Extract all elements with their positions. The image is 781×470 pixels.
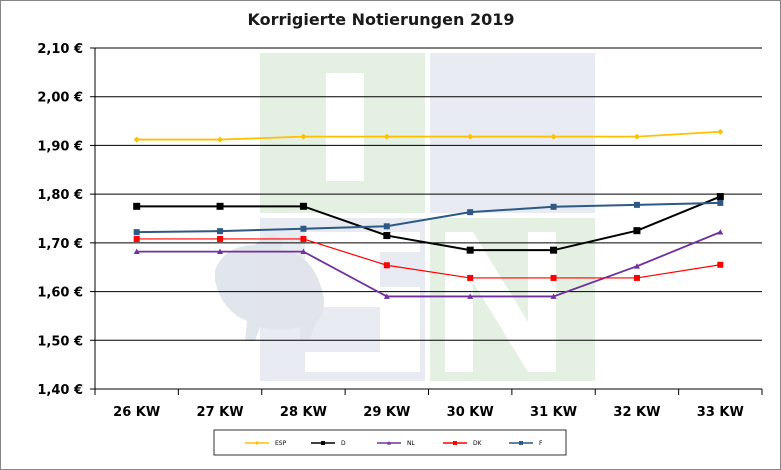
data-point [550,133,557,140]
isn-logo-watermark [215,53,595,381]
legend-marker [255,441,259,445]
data-point [133,235,140,242]
data-point [633,263,640,269]
legend-marker [519,441,523,445]
x-tick-label: 33 KW [697,405,744,420]
data-point [467,133,474,140]
data-point [383,293,390,299]
data-point [717,261,724,268]
data-point [633,227,641,235]
data-point [299,202,307,210]
series-esp [133,128,724,143]
chart-title: Korrigierte Notierungen 2019 [248,10,515,29]
data-point [217,136,224,143]
series-line [136,201,721,234]
data-point [133,248,140,255]
data-point [383,232,391,240]
data-point [217,248,224,255]
legend-label: ESP [275,440,287,447]
series-dk [133,235,724,281]
y-tick-label: 1,60 € [37,286,83,301]
data-point [216,202,224,210]
y-tick-label: 1,90 € [37,139,83,154]
data-point [633,274,640,281]
y-tick-label: 1,70 € [37,237,83,252]
x-tick-label: 31 KW [530,405,577,420]
legend-item-esp: ESP [245,440,287,447]
x-tick-label: 27 KW [197,405,244,420]
legend-label: D [341,440,346,447]
x-tick-label: 29 KW [363,405,410,420]
data-point [217,228,224,235]
data-point [467,293,474,299]
legend-marker [321,441,325,445]
x-tick-label: 26 KW [113,405,160,420]
x-tick-label: 30 KW [447,405,494,420]
legend-item-dk: DK [443,440,483,447]
y-tick-label: 2,10 € [37,42,83,57]
series-f [133,199,724,236]
data-point [550,246,558,254]
legend-item-f: F [509,440,543,447]
data-point [383,133,390,140]
data-point [717,199,724,206]
data-point [717,229,724,235]
legend: ESP D NL DK F [213,429,567,456]
x-axis-ticks: 26 KW 27 KW 28 KW 29 KW 30 KW 31 KW 32 KW 33 KW [94,389,763,420]
legend-label: F [539,440,543,447]
legend-marker [453,441,457,445]
series-d [133,193,724,254]
legend-label: NL [407,440,415,447]
data-point [383,223,390,230]
x-tick-label: 32 KW [613,405,660,420]
legend-marker [387,441,391,445]
data-point [133,229,140,236]
data-point [300,225,307,232]
data-point [300,248,307,255]
data-point [633,133,640,140]
y-tick-label: 1,80 € [37,188,83,203]
y-axis-ticks: 1,40 € 1,50 € 1,60 € 1,70 € 1,80 € 1,90 € 2,00… [37,42,83,398]
data-point [550,274,557,281]
y-tick-label: 1,40 € [37,383,83,398]
legend-item-nl: NL [377,440,415,447]
series-lines [133,128,724,299]
data-point [716,193,724,201]
data-point [217,235,224,242]
series-line [136,231,721,298]
series-nl [133,229,724,299]
data-point [467,274,474,281]
series-line [136,238,721,279]
legend-label: DK [473,440,483,447]
data-point [300,235,307,242]
data-point [467,209,474,216]
gridlines [90,47,762,390]
data-point [383,262,390,269]
data-point [133,136,140,143]
series-line [136,195,721,252]
y-tick-label: 2,00 € [37,91,83,106]
x-tick-label: 28 KW [280,405,327,420]
legend-item-d: D [311,440,346,447]
data-point [133,202,141,210]
data-point [550,293,557,299]
data-point [633,201,640,208]
data-point [717,128,724,135]
y-tick-label: 1,50 € [37,334,83,349]
series-line [136,130,721,141]
data-point [466,246,474,254]
data-point [300,133,307,140]
data-point [550,203,557,210]
